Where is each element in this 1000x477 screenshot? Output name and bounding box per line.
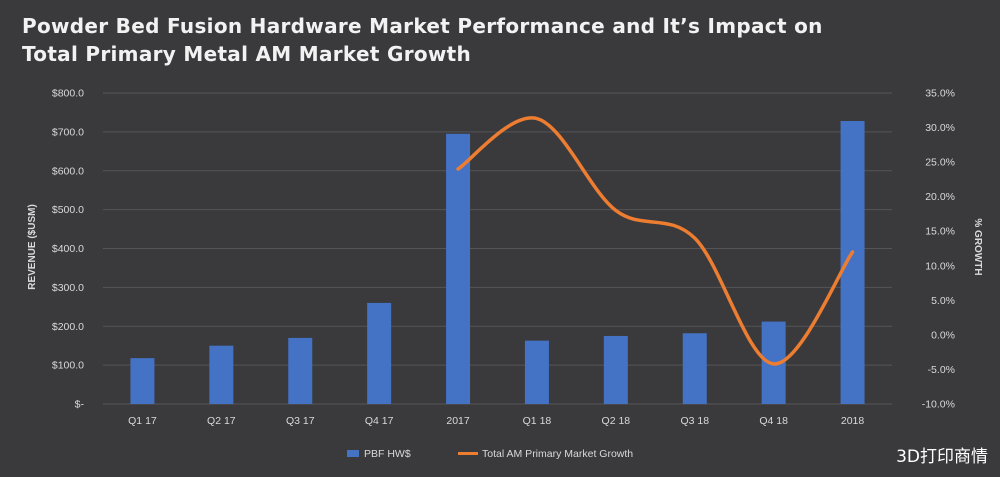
bar (446, 133, 471, 404)
chart-title: Powder Bed Fusion Hardware Market Perfor… (22, 12, 823, 68)
x-tick-label: Q2 17 (207, 415, 236, 427)
bar (130, 358, 155, 404)
left-tick-label: $- (75, 399, 85, 411)
left-axis-ticks: $- $100.0 $200.0 $300.0 $400.0 $500.0 $600.0 $7… (52, 88, 85, 411)
right-axis-ticks: -10.0% -5.0% 0.0% 5.0% 10.0% 15.0% 20.0% 25.0% 3… (922, 88, 955, 411)
left-tick-label: $300.0 (52, 282, 84, 294)
x-axis-ticks: Q1 17 Q2 17 Q3 17 Q4 17 2017 Q1 18 Q2 18 Q3 18 Q… (128, 415, 864, 427)
bar (682, 333, 707, 404)
bar (603, 335, 628, 404)
x-tick-label: 2017 (446, 415, 470, 427)
left-tick-label: $200.0 (52, 321, 84, 333)
legend-label-bar: PBF HW$ (364, 448, 411, 460)
right-tick-label: 25.0% (925, 157, 955, 169)
right-tick-label: 5.0% (931, 295, 955, 307)
x-tick-label: Q4 17 (365, 415, 394, 427)
right-tick-label: 35.0% (925, 88, 955, 100)
chart-title-line-2: Total Primary Metal AM Market Growth (22, 42, 472, 66)
bar (288, 337, 313, 404)
right-axis-label: % GROWTH (972, 218, 983, 275)
right-tick-label: -10.0% (922, 399, 955, 411)
bar (209, 345, 234, 404)
watermark-text: 3D打印商情 (896, 447, 988, 467)
left-tick-label: $600.0 (52, 165, 84, 177)
x-tick-label: Q4 18 (759, 415, 788, 427)
left-tick-label: $500.0 (52, 204, 84, 216)
left-tick-label: $700.0 (52, 126, 84, 138)
left-tick-label: $400.0 (52, 243, 84, 255)
left-tick-label: $100.0 (52, 360, 84, 372)
legend: PBF HW$ Total AM Primary Market Growth (347, 448, 633, 460)
bar (367, 302, 392, 404)
x-tick-label: Q1 18 (523, 415, 552, 427)
right-tick-label: 20.0% (925, 191, 955, 203)
right-tick-label: -5.0% (928, 364, 955, 376)
left-tick-label: $800.0 (52, 88, 84, 100)
chart-title-line-1: Powder Bed Fusion Hardware Market Perfor… (22, 14, 823, 38)
right-tick-label: 10.0% (925, 260, 955, 272)
bar-series (130, 120, 865, 405)
x-tick-label: Q1 17 (128, 415, 157, 427)
bar (840, 120, 865, 405)
x-tick-label: Q3 17 (286, 415, 315, 427)
right-tick-label: 15.0% (925, 226, 955, 238)
bar (524, 340, 549, 404)
growth-line (456, 116, 855, 366)
x-tick-label: 2018 (841, 415, 865, 427)
line-series (456, 116, 855, 366)
right-tick-label: 30.0% (925, 122, 955, 134)
x-tick-label: Q2 18 (602, 415, 631, 427)
x-tick-label: Q3 18 (680, 415, 709, 427)
right-tick-label: 0.0% (931, 329, 955, 341)
legend-swatch-bar (347, 450, 359, 457)
left-axis-label: REVENUE ($USM) (27, 204, 38, 290)
legend-label-line: Total AM Primary Market Growth (482, 448, 633, 460)
